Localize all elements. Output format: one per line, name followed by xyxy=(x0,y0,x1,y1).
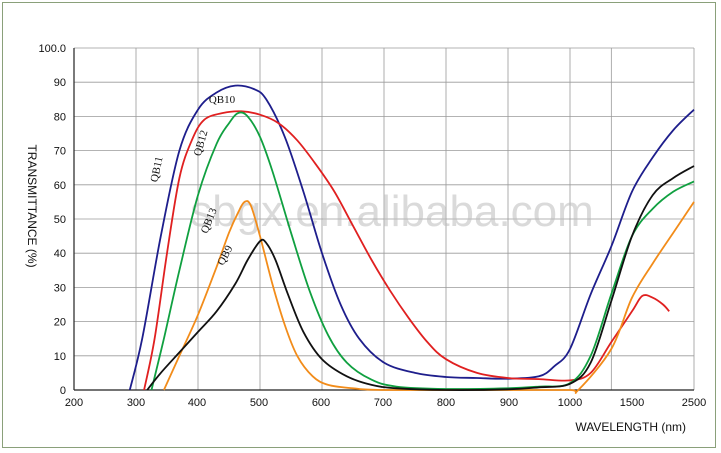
series-lines xyxy=(128,84,695,394)
series-line-qb9 xyxy=(146,165,695,391)
y-tick-label: 90 xyxy=(54,77,66,89)
x-tick-label: 500 xyxy=(250,397,268,409)
curve-label-qb9: QB9 xyxy=(215,243,236,267)
series-line-qb11 xyxy=(143,110,670,391)
y-tick-label: 40 xyxy=(54,248,66,260)
y-tick-label: 50 xyxy=(54,214,66,226)
x-tick-label: 400 xyxy=(188,397,206,409)
y-tick-label: 70 xyxy=(54,146,66,158)
y-tick-label: 100.0 xyxy=(38,43,66,55)
y-tick-label: 60 xyxy=(54,180,66,192)
x-tick-label: 800 xyxy=(437,397,455,409)
x-tick-label: 900 xyxy=(500,397,518,409)
x-tick-label: 2500 xyxy=(682,397,706,409)
series-line-qb13 xyxy=(163,200,695,394)
series-line-qb12 xyxy=(150,111,695,391)
x-tick-label: 300 xyxy=(127,397,145,409)
y-axis-title: TRANSMITTANCE (%) xyxy=(25,144,39,267)
x-tick-label: 600 xyxy=(312,397,330,409)
x-axis-title: WAVELENGTH (nm) xyxy=(575,420,686,434)
y-tick-label: 20 xyxy=(54,317,66,329)
watermark-text: sbgx.en.alibaba.com xyxy=(190,187,594,236)
x-tick-label: 1500 xyxy=(620,397,644,409)
curve-label-qb10: QB10 xyxy=(209,94,236,106)
x-tick-label: 700 xyxy=(374,397,392,409)
series-line-qb10 xyxy=(128,84,695,391)
curve-label-qb11: QB11 xyxy=(149,155,166,183)
y-tick-label: 30 xyxy=(54,282,66,294)
y-tick-label: 10 xyxy=(54,351,66,363)
y-tick-label: 0 xyxy=(60,385,66,397)
tick-labels: 200 300 400 500 600 700 800 900 1000 1500 2500 0 10 2… xyxy=(38,43,706,409)
x-tick-label: 200 xyxy=(65,397,83,409)
y-tick-label: 80 xyxy=(54,111,66,123)
x-tick-label: 1000 xyxy=(558,397,582,409)
